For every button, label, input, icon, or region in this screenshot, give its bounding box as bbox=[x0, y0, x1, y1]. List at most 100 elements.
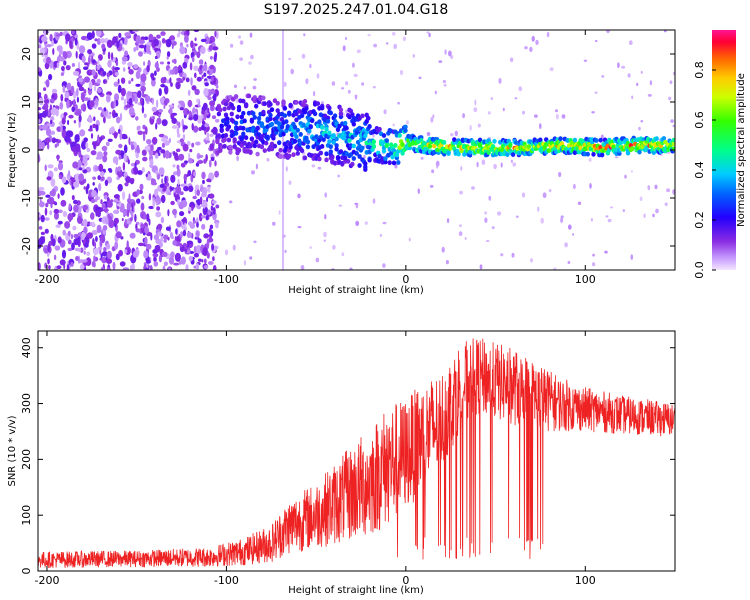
noise-cell bbox=[628, 40, 633, 46]
noise-cell bbox=[337, 174, 340, 178]
noise-cell bbox=[471, 186, 475, 190]
noise-cell bbox=[61, 129, 67, 139]
noise-cell bbox=[172, 208, 178, 216]
noise-cell bbox=[168, 256, 175, 265]
noise-cell bbox=[78, 86, 85, 92]
noise-cell bbox=[97, 107, 103, 111]
ridge-cell bbox=[268, 101, 273, 107]
noise-cell bbox=[443, 84, 447, 87]
noise-cell bbox=[630, 170, 633, 173]
noise-cell bbox=[622, 209, 625, 213]
noise-cell bbox=[283, 81, 287, 87]
noise-cell bbox=[164, 150, 170, 159]
noise-cell bbox=[60, 187, 65, 196]
noise-cell bbox=[92, 182, 95, 186]
noise-cell bbox=[209, 159, 212, 168]
noise-cell bbox=[170, 174, 176, 183]
noise-cell bbox=[207, 209, 211, 216]
y-tick-label: 0 bbox=[20, 568, 33, 575]
noise-cell bbox=[324, 214, 327, 220]
noise-cell bbox=[72, 225, 77, 231]
noise-cell bbox=[639, 196, 643, 202]
noise-cell bbox=[122, 47, 125, 52]
noise-cell bbox=[431, 169, 435, 174]
noise-cell bbox=[158, 254, 162, 263]
noise-cell bbox=[534, 114, 538, 118]
noise-cell bbox=[96, 87, 102, 93]
ridge-cell bbox=[241, 98, 246, 104]
noise-cell bbox=[53, 167, 59, 172]
spectrogram-x-axis-label: Height of straight line (km) bbox=[288, 285, 424, 296]
noise-cell bbox=[96, 65, 101, 70]
noise-cell bbox=[145, 267, 149, 270]
noise-cell bbox=[606, 30, 610, 34]
noise-cell bbox=[57, 220, 63, 225]
noise-cell bbox=[50, 119, 53, 125]
ridge-cell bbox=[278, 153, 283, 159]
noise-cell bbox=[127, 66, 131, 70]
noise-cell bbox=[105, 94, 111, 103]
noise-cell bbox=[54, 245, 61, 251]
noise-cell bbox=[361, 82, 365, 86]
noise-cell bbox=[402, 36, 406, 42]
ridge-cell bbox=[254, 103, 259, 109]
noise-cell bbox=[118, 249, 123, 257]
ridge-cell bbox=[219, 123, 224, 129]
noise-cell bbox=[185, 77, 190, 83]
noise-cell bbox=[540, 217, 544, 224]
ridge-cell bbox=[294, 100, 299, 105]
noise-cell bbox=[426, 31, 430, 34]
noise-cell bbox=[135, 83, 141, 87]
noise-cell bbox=[42, 57, 48, 64]
noise-cell bbox=[105, 141, 110, 147]
noise-cell bbox=[126, 209, 130, 218]
noise-cell bbox=[87, 116, 93, 123]
noise-cell bbox=[76, 96, 79, 103]
noise-cell bbox=[469, 125, 472, 131]
noise-cell bbox=[666, 151, 671, 154]
noise-cell bbox=[45, 128, 52, 136]
noise-cell bbox=[178, 121, 181, 129]
noise-cell bbox=[112, 36, 118, 45]
noise-cell bbox=[92, 248, 99, 255]
noise-cell bbox=[82, 204, 89, 211]
noise-cell bbox=[48, 196, 55, 204]
noise-cell bbox=[78, 173, 84, 182]
noise-cell bbox=[162, 265, 166, 270]
ridge-cell bbox=[335, 127, 341, 133]
ridge-cell bbox=[284, 145, 289, 150]
ridge-cell bbox=[334, 136, 339, 142]
noise-cell bbox=[383, 109, 387, 115]
ridge-cell bbox=[225, 116, 230, 122]
noise-cell bbox=[125, 104, 131, 109]
noise-cell bbox=[82, 169, 88, 174]
ridge-cell bbox=[305, 144, 311, 150]
noise-cell bbox=[232, 244, 236, 251]
noise-cell bbox=[169, 107, 173, 115]
noise-cell bbox=[186, 240, 193, 245]
noise-cell bbox=[122, 267, 129, 270]
noise-cell bbox=[90, 133, 94, 139]
noise-cell bbox=[201, 223, 206, 230]
noise-cell bbox=[195, 141, 201, 146]
noise-cell bbox=[81, 105, 84, 111]
noise-cell bbox=[82, 166, 85, 170]
noise-cell bbox=[278, 210, 281, 215]
noise-cell bbox=[135, 70, 141, 80]
noise-cell bbox=[197, 154, 204, 158]
noise-cell bbox=[153, 256, 157, 263]
ridge-cell bbox=[226, 105, 232, 111]
noise-cell bbox=[97, 54, 103, 61]
ridge-cell bbox=[262, 101, 267, 107]
ridge-cell bbox=[367, 157, 372, 163]
noise-cell bbox=[50, 107, 58, 116]
noise-cell bbox=[55, 108, 59, 117]
noise-cell bbox=[486, 240, 490, 242]
noise-cell bbox=[182, 133, 186, 141]
noise-cell bbox=[39, 236, 45, 245]
ridge-cell bbox=[663, 139, 668, 145]
ridge-cell bbox=[325, 118, 331, 124]
ridge-cell bbox=[354, 151, 359, 156]
ridge-cell bbox=[671, 137, 675, 143]
noise-cell bbox=[163, 105, 166, 109]
